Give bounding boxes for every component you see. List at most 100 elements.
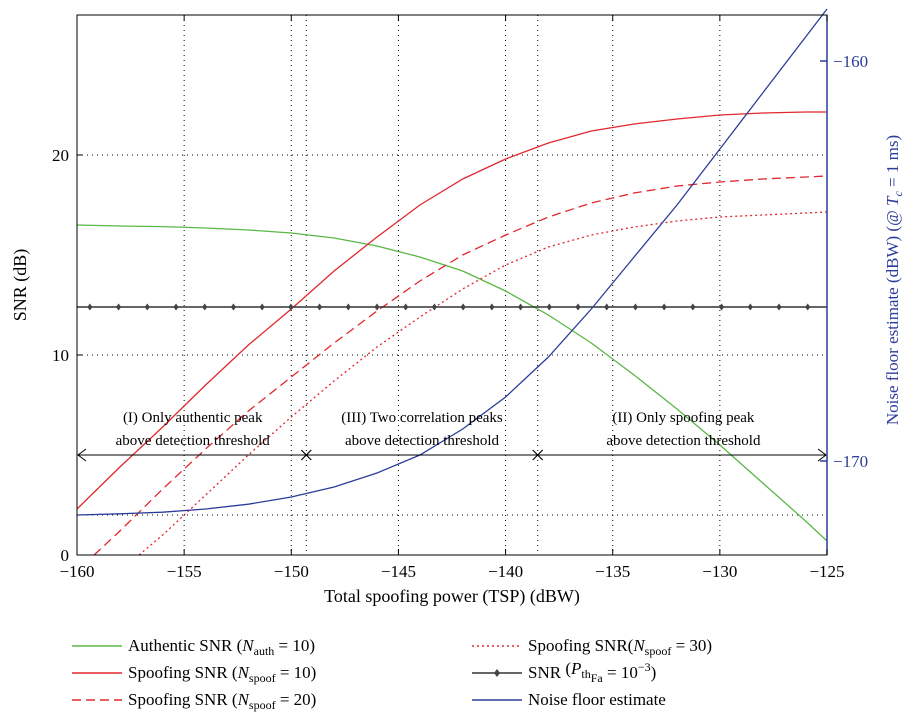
region-label-line2: above detection threshold (116, 433, 271, 449)
series-marker-snrth (747, 303, 753, 311)
series-line-authentic (76, 224, 828, 542)
region-label-line1: (II) Only spoofing peak (612, 410, 755, 426)
series-marker-snrth (173, 303, 179, 311)
region-label-line2: above detection threshold (606, 433, 761, 449)
series-marker-snrth (517, 303, 524, 311)
series-marker-snrth (718, 303, 725, 311)
region-boundary-cross (300, 449, 312, 461)
series-marker-snrth (202, 303, 208, 311)
legend-text-pre: Authentic SNR ( (128, 636, 243, 655)
series-marker-snrth (690, 303, 696, 311)
grid (77, 15, 827, 555)
series-marker-snrth (776, 303, 782, 311)
series-marker-snrth (374, 303, 380, 311)
legend-text-var: N (237, 663, 251, 682)
legend-text-var: N (632, 636, 646, 655)
y-tick-label: 20 (52, 146, 69, 165)
legend-text-post: = 10 (603, 663, 638, 682)
region-arrow-head (817, 448, 827, 462)
series-marker-snrth (403, 303, 409, 311)
y2-label-suffix: = 1 ms) (883, 135, 902, 191)
legend-text-sub: th (581, 667, 590, 681)
region-annotations: (I) Only authentic peak above detection t… (77, 410, 827, 462)
series-marker-snrth (661, 303, 667, 311)
legend: Authentic SNR (Nauth = 10)Spoofing SNR (… (72, 636, 712, 712)
series-marker-snrth (87, 303, 93, 311)
series-marker-snrth (431, 303, 438, 311)
legend-text-post: = 20) (276, 690, 317, 709)
x-tick-label: −145 (381, 562, 416, 581)
legend-text-var: N (241, 636, 255, 655)
legend-label-noise: Noise floor estimate (528, 690, 666, 709)
legend-label-authentic: Authentic SNR (Nauth = 10) (128, 636, 315, 658)
x-tick-label: −160 (59, 562, 94, 581)
legend-label-snrth: SNR (PthFa = 10−3) (528, 659, 656, 685)
x-tick-label: −135 (595, 562, 630, 581)
legend-text-sub: spoof (249, 671, 276, 685)
y2-axis-label: Noise floor estimate (dBW) (@ Tc = 1 ms) (883, 135, 905, 425)
series-layer (76, 8, 828, 556)
x-axis-label: Total spoofing power (TSP) (dBW) (324, 586, 580, 607)
legend-text-sub: spoof (249, 698, 276, 712)
series-marker-snrth (259, 303, 265, 311)
y2-tick-label: −170 (833, 452, 868, 471)
series-marker-snrth (230, 303, 237, 311)
series-line-spoof30 (138, 211, 828, 556)
series-marker-snrth (115, 303, 122, 311)
y2-label-sub: c (891, 191, 905, 197)
x-tick-label: −150 (274, 562, 309, 581)
ticks: −160 −155 −150 −145 −140 −135 −130 −125 0 10 20 −17… (52, 15, 868, 581)
legend-text-pre: Spoofing SNR( (528, 636, 634, 655)
region-arrow-head (77, 448, 87, 462)
series-marker-snrth (489, 303, 495, 311)
legend-label-spoof30: Spoofing SNR(Nspoof = 30) (528, 636, 712, 658)
legend-text-mid: ( (561, 659, 571, 678)
y-axis-label: SNR (dB) (10, 249, 31, 322)
legend-text-pre: SNR (528, 663, 562, 682)
region-label-line2: above detection threshold (345, 433, 500, 449)
series-marker-snrth (460, 303, 466, 311)
y-tick-label: 0 (61, 546, 70, 565)
legend-text-pre: Spoofing SNR ( (128, 690, 238, 709)
series-line-spoof20 (93, 175, 828, 556)
series-line-spoof10 (76, 111, 827, 510)
series-marker-snrth (632, 303, 639, 311)
legend-text-var: N (237, 690, 251, 709)
legend-marker-snrth (494, 669, 500, 677)
region-label-line1: (III) Two correlation peaks (341, 410, 503, 426)
x-tick-label: −155 (167, 562, 202, 581)
legend-text-post: = 10) (274, 636, 315, 655)
series-line-noise (76, 8, 828, 516)
x-tick-label: −130 (702, 562, 737, 581)
y2-label-prefix: Noise floor estimate (dBW) (@ (883, 206, 902, 425)
series-marker-snrth (345, 303, 351, 311)
y2-tick-label: −160 (833, 52, 868, 71)
legend-text-sub2: Fa (591, 671, 604, 685)
legend-label-spoof10: Spoofing SNR (Nspoof = 10) (128, 663, 316, 685)
legend-text-pre: Spoofing SNR ( (128, 663, 238, 682)
legend-text-post: = 10) (276, 663, 317, 682)
legend-text-var: P (570, 659, 581, 678)
legend-text-post: = 30) (671, 636, 712, 655)
series-marker-snrth (288, 303, 294, 311)
legend-text-sup: −3 (638, 660, 651, 674)
series-marker-snrth (144, 303, 150, 311)
plot-frame (76, 14, 828, 556)
legend-text-pre: Noise floor estimate (528, 690, 666, 709)
region-label-line1: (I) Only authentic peak (123, 410, 263, 426)
series-marker-snrth (316, 303, 323, 311)
legend-label-spoof20: Spoofing SNR (Nspoof = 20) (128, 690, 316, 712)
legend-text-post2: ) (651, 663, 657, 682)
legend-text-sub: auth (254, 644, 275, 658)
series-marker-snrth (546, 303, 552, 311)
y2-label-var: T (883, 195, 902, 206)
x-tick-label: −125 (809, 562, 844, 581)
region-boundary-cross (532, 449, 544, 461)
series-marker-snrth (604, 303, 610, 311)
legend-text-sub: spoof (645, 644, 672, 658)
y-tick-label: 10 (52, 346, 69, 365)
x-tick-label: −140 (488, 562, 523, 581)
series-marker-snrth (805, 303, 811, 311)
series-marker-snrth (575, 303, 581, 311)
